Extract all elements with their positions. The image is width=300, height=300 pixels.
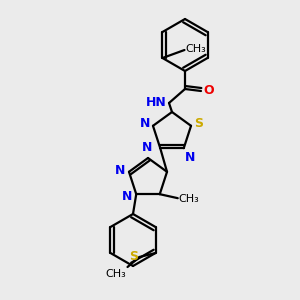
Text: N: N bbox=[185, 151, 195, 164]
Text: S: S bbox=[194, 117, 203, 130]
Text: N: N bbox=[122, 190, 132, 203]
Text: CH₃: CH₃ bbox=[179, 194, 200, 204]
Text: O: O bbox=[203, 85, 214, 98]
Text: CH₃: CH₃ bbox=[185, 44, 206, 54]
Text: HN: HN bbox=[146, 97, 167, 110]
Text: S: S bbox=[130, 250, 139, 263]
Text: N: N bbox=[142, 141, 152, 154]
Text: N: N bbox=[140, 117, 150, 130]
Text: N: N bbox=[115, 164, 125, 177]
Text: CH₃: CH₃ bbox=[106, 269, 127, 279]
